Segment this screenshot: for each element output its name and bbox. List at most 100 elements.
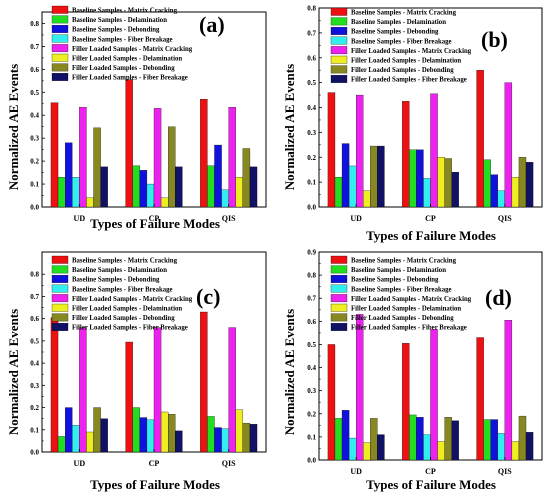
legend-swatch	[51, 284, 69, 293]
legend-swatch	[51, 323, 69, 331]
legend-label: Baseline Samples - Fiber Breakage	[72, 286, 173, 293]
y-tick-label: 0.0	[30, 204, 39, 212]
legend-swatch	[51, 34, 69, 43]
legend-swatch	[330, 294, 348, 303]
legend: Baseline Samples - Matrix Cracking Baseli…	[330, 255, 472, 332]
y-tick-label: 0.3	[30, 382, 39, 390]
x-tick-label: UD	[350, 467, 362, 476]
bar-3-s6-cp	[160, 411, 169, 453]
bar-3-s1-qis	[200, 311, 208, 453]
bar-3-s1-ud	[50, 317, 59, 453]
y-tick-label: 0.5	[30, 89, 39, 97]
legend-label: Baseline Samples - Delamination	[72, 267, 167, 274]
bar-2-s8-ud	[377, 145, 385, 208]
bar-3-s6-ud	[86, 431, 94, 453]
bar-1-s1-qis	[200, 99, 208, 208]
legend-label: Filler Loaded Samples - Fiber Breakage	[72, 75, 188, 82]
y-tick-label: 0.0	[307, 457, 316, 465]
x-axis-title: Types of Failure Modes	[90, 477, 220, 492]
legend-swatch	[51, 313, 69, 322]
bar-2-s3-cp	[416, 149, 424, 208]
y-tick-label: 0.7	[307, 29, 316, 37]
x-tick-label: QIS	[222, 459, 236, 468]
bar-4-s3-cp	[416, 417, 424, 461]
bar-1-s6-ud	[86, 197, 94, 208]
bar-3-s1-cp	[125, 341, 133, 453]
y-axis-title: Normalized AE Events	[6, 309, 21, 435]
legend-swatch	[51, 294, 69, 303]
y-tick-label: 0.6	[307, 318, 316, 326]
bar-4-s2-ud	[334, 418, 343, 461]
bar-2-s6-ud	[363, 190, 371, 208]
bar-2-s2-cp	[409, 149, 417, 208]
bar-1-s7-qis	[242, 148, 251, 208]
bar-3-s7-qis	[242, 422, 251, 453]
y-tick-label: 0.0	[307, 204, 316, 212]
legend-label: Filler Loaded Samples - Matrix Cracking	[72, 296, 193, 303]
bar-1-s3-ud	[64, 142, 73, 208]
y-tick-label: 0.3	[30, 135, 39, 143]
bar-3-s6-qis	[235, 409, 244, 453]
bar-2-s8-qis	[525, 162, 534, 208]
bar-2-s1-cp	[402, 101, 410, 208]
bar-4-s3-ud	[341, 410, 350, 461]
bar-3-s8-qis	[249, 424, 258, 453]
legend-label: Filler Loaded Samples - Matrix Cracking	[72, 46, 193, 53]
bar-4-s8-cp	[451, 420, 459, 461]
bar-3-s3-ud	[64, 407, 73, 453]
legend-label: Filler Loaded Samples - Debonding	[351, 67, 454, 74]
bar-4-s5-qis	[504, 320, 513, 461]
legend-label: Filler Loaded Samples - Delamination	[72, 56, 182, 63]
legend-label: Baseline Samples - Matrix Cracking	[351, 10, 457, 17]
panel-tag: (a)	[199, 12, 225, 37]
bar-3-s7-cp	[168, 414, 176, 453]
y-tick-label: 0.8	[307, 5, 316, 13]
legend-swatch	[51, 265, 69, 274]
x-axis-title: Types of Failure Modes	[90, 216, 220, 231]
legend-swatch	[330, 36, 348, 45]
legend-label: Baseline Samples - Delamination	[351, 267, 446, 274]
y-tick-label: 0.5	[30, 337, 39, 345]
legend-label: Baseline Samples - Matrix Cracking	[351, 258, 457, 265]
chart-panel-2: 0.0 0.1 0.2 0.3 0.4 0.5 0.6 0.7 0.8 UD CP QIS Normal…	[282, 5, 543, 243]
legend-swatch	[330, 275, 348, 283]
y-axis-title: Normalized AE Events	[282, 309, 297, 435]
bar-4-s6-qis	[511, 441, 520, 461]
bar-2-s2-ud	[334, 176, 343, 208]
bar-4-s5-cp	[430, 329, 438, 461]
bar-4-s6-ud	[363, 442, 371, 461]
y-tick-label: 0.1	[307, 433, 316, 441]
bar-4-s8-qis	[525, 432, 534, 461]
bar-1-s5-ud	[79, 107, 87, 208]
bar-4-s7-ud	[370, 418, 378, 461]
bar-2-s5-cp	[430, 93, 438, 208]
y-tick-label: 0.4	[30, 360, 39, 368]
x-tick-label: UD	[74, 459, 86, 468]
x-tick-label: QIS	[222, 214, 236, 223]
bar-1-s1-ud	[50, 102, 59, 208]
bar-4-s3-qis	[490, 419, 498, 461]
bar-2-s1-qis	[476, 70, 484, 208]
bar-2-s7-ud	[370, 145, 378, 208]
bar-4-s2-cp	[409, 414, 417, 461]
y-tick-label: 0.3	[307, 387, 316, 395]
x-tick-label: UD	[350, 214, 362, 223]
legend-label: Filler Loaded Samples - Debonding	[72, 65, 175, 72]
y-tick-label: 0.9	[307, 249, 316, 257]
bar-2-s4-qis	[497, 190, 505, 208]
legend-swatch	[330, 303, 348, 312]
bar-1-s2-qis	[207, 165, 215, 208]
legend-label: Filler Loaded Samples - Fiber Breakage	[351, 325, 467, 332]
x-tick-label: UD	[74, 214, 86, 223]
bar-2-s4-ud	[348, 165, 357, 208]
bar-2-s2-qis	[483, 159, 491, 208]
y-tick-label: 0.4	[307, 364, 316, 372]
y-tick-label: 0.6	[307, 54, 316, 62]
y-tick-label: 0.5	[307, 341, 316, 349]
legend-label: Baseline Samples - Debonding	[351, 277, 439, 284]
bar-4-s4-ud	[348, 437, 357, 461]
legend-swatch	[330, 65, 348, 74]
legend-label: Baseline Samples - Fiber Breakage	[351, 286, 452, 293]
legend-swatch	[51, 44, 69, 53]
bar-1-s2-cp	[132, 165, 140, 208]
